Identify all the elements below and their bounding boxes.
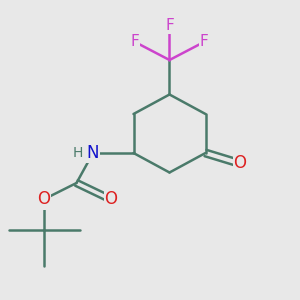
Text: H: H	[72, 146, 82, 160]
Text: F: F	[130, 34, 140, 50]
Text: O: O	[37, 190, 50, 208]
Text: O: O	[104, 190, 118, 208]
Text: F: F	[165, 18, 174, 33]
Text: O: O	[233, 154, 247, 172]
Text: F: F	[200, 34, 208, 50]
Text: N: N	[87, 144, 99, 162]
